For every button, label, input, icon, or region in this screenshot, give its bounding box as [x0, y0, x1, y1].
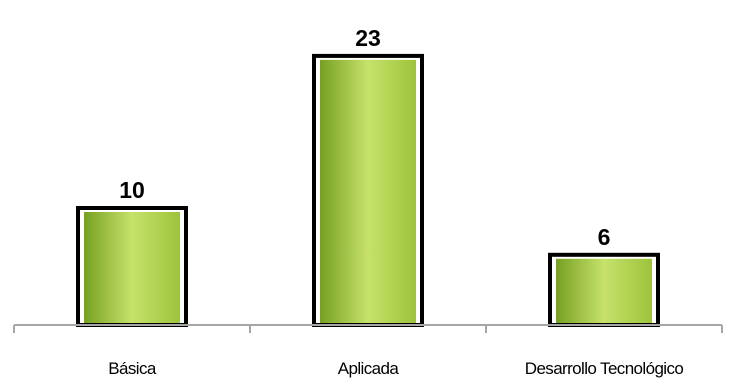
- bars-layer: [76, 53, 660, 328]
- category-label-1: Aplicada: [338, 359, 400, 378]
- data-label-2: 6: [598, 224, 611, 250]
- bar-1: [320, 59, 416, 326]
- data-label-0: 10: [119, 177, 145, 203]
- category-label-2: Desarrollo Tecnológico: [525, 359, 684, 378]
- x-axis: [13, 324, 723, 333]
- bar-0: [84, 212, 180, 325]
- bar-2: [556, 258, 652, 325]
- data-label-1: 23: [355, 25, 381, 51]
- category-label-0: Básica: [108, 359, 157, 378]
- labels-layer: 10 Básica 23 Aplicada 6 Desarrollo Tecnológic…: [108, 25, 684, 378]
